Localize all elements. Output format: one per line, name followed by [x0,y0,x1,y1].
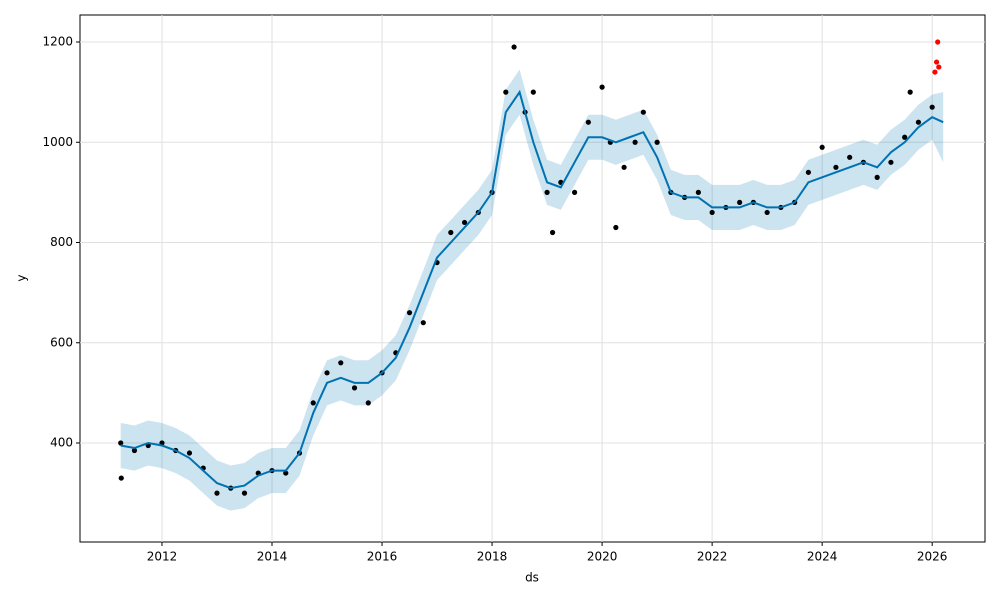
observed-point [613,224,619,231]
observed-point [695,189,701,195]
observed-point [503,89,509,95]
uncertainty-band [120,69,944,511]
observed-point [654,139,660,145]
x-tick-label: 2022 [697,550,728,564]
observed-point [448,229,454,236]
x-tick-label: 2012 [147,550,178,564]
recent-point [933,59,940,65]
observed-point [874,174,880,180]
x-tick-label: 2016 [367,550,398,564]
observed-point [599,84,605,90]
observed-point [549,229,556,236]
observed-point [324,370,330,376]
y-tick-label: 800 [50,235,73,249]
recent-point [932,69,938,75]
observed-point [283,470,289,476]
observed-point [544,189,550,195]
y-tick-label: 600 [50,335,73,349]
observed-point [338,360,344,366]
x-tick-label: 2014 [257,550,288,564]
x-axis-label: ds [525,571,539,585]
observed-point [929,104,935,110]
observed-point [241,490,248,496]
observed-point [186,450,193,456]
y-tick-label: 1000 [42,135,73,149]
observed-point [805,169,812,175]
observed-point [621,164,627,170]
x-tick-label: 2018 [477,550,508,564]
observed-point [632,139,638,145]
observed-point [118,475,124,481]
observed-point [847,154,853,160]
observed-point [819,144,825,150]
x-tick-label: 2026 [917,550,948,564]
observed-point [530,89,536,95]
y-axis-label: y [15,274,29,281]
observed-point [585,119,591,125]
forecast-line [120,89,944,490]
observed-point [833,164,839,170]
observed-point [420,320,426,326]
x-tick-label: 2024 [807,550,838,564]
y-tick-label: 400 [50,436,73,450]
observed-point [214,490,220,496]
observed-point [571,189,578,195]
observed-point [709,209,715,216]
y-tick-label: 1200 [42,35,73,49]
observed-point [915,119,922,125]
observed-point [310,400,316,406]
recent-point [936,64,942,70]
observed-point [907,89,913,95]
observed-point [365,400,371,406]
observed-point [888,159,894,165]
observed-point [351,385,358,391]
observed-point [737,199,743,206]
x-tick-label: 2020 [587,550,618,564]
plot-frame [79,14,986,543]
recent-point [935,39,941,45]
observed-point [461,219,468,226]
observed-point [131,447,138,454]
observed-point [406,310,413,316]
observed-point [902,134,908,140]
observed-point [640,109,646,115]
observed-point [118,440,124,446]
observed-point [764,209,770,216]
observed-point [511,44,517,50]
